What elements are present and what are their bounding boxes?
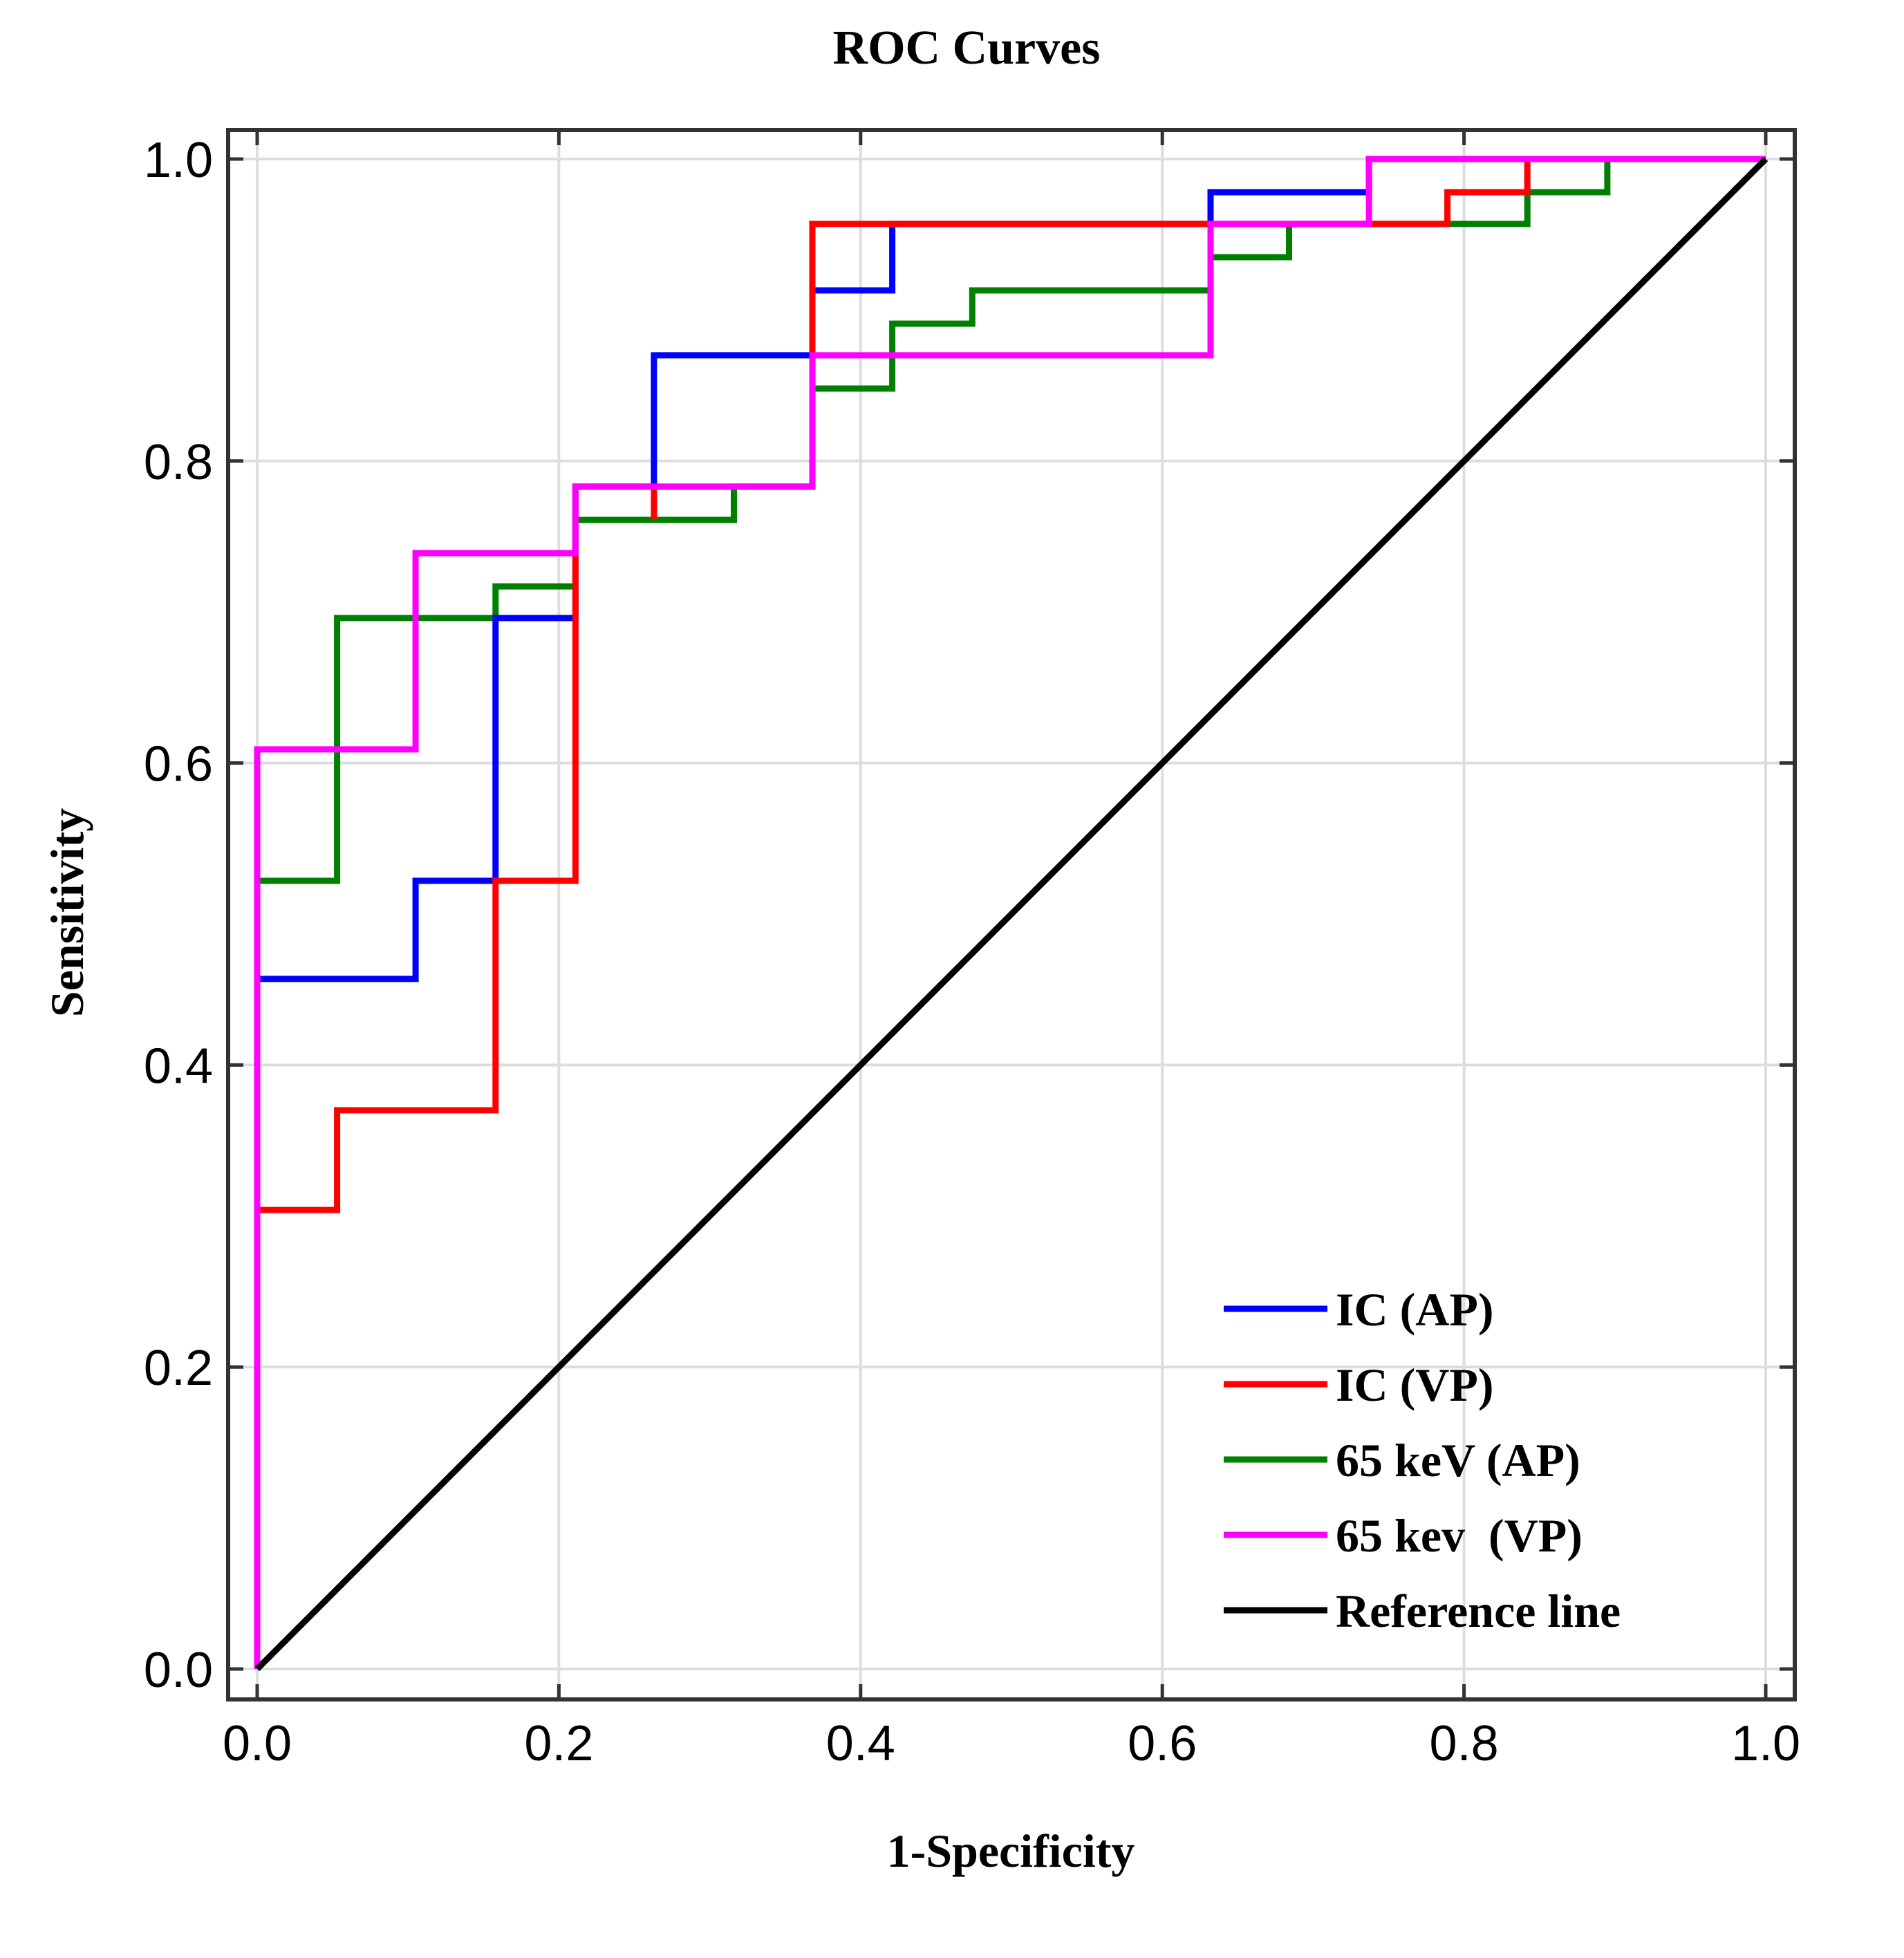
y-tick-label: 0.2 [144, 1341, 213, 1396]
x-axis-label: 1-Specificity [887, 1825, 1135, 1877]
y-tick-label: 0.0 [144, 1643, 213, 1698]
legend-label-ic-vp: IC (VP) [1336, 1359, 1494, 1411]
series-line-reference-line [254, 156, 1768, 1672]
series-line-ic-vp [254, 156, 1766, 1669]
plot-frame [226, 128, 1797, 1701]
series-layer [254, 156, 1768, 1672]
x-tick-label: 0.8 [1430, 1716, 1499, 1771]
x-tick-label: 0.6 [1128, 1716, 1197, 1771]
x-tick-label: 1.0 [1731, 1716, 1800, 1771]
y-tick-label: 0.8 [144, 435, 213, 490]
x-tick-label: 0.4 [826, 1716, 895, 1771]
x-tick-label: 0.2 [524, 1716, 593, 1771]
legend-label-65-kev-vp: 65 kev (VP) [1336, 1509, 1583, 1562]
legend-label-65-kev-ap: 65 keV (AP) [1336, 1434, 1580, 1486]
y-tick-label: 0.6 [144, 737, 213, 792]
y-axis-label: Sensitivity [41, 808, 93, 1017]
series-line-65-kev-vp [254, 156, 1766, 1669]
series-line-ic-ap [254, 156, 1766, 1669]
tick-layer: 0.0 0.2 0.4 0.6 0.8 1.0 0.0 0.2 0.4 0.6 0.8 1.0 [144, 130, 1800, 1771]
y-tick-label: 1.0 [144, 133, 213, 188]
legend-label-reference-line: Reference line [1336, 1585, 1621, 1637]
legend-label-ic-ap: IC (AP) [1336, 1283, 1494, 1336]
chart-title: ROC Curves [833, 21, 1101, 75]
legend: IC (AP) IC (VP) 65 keV (AP) 65 kev (VP) Refe… [1224, 1283, 1621, 1637]
y-tick-label: 0.4 [144, 1038, 213, 1094]
x-tick-label: 0.0 [223, 1716, 292, 1771]
